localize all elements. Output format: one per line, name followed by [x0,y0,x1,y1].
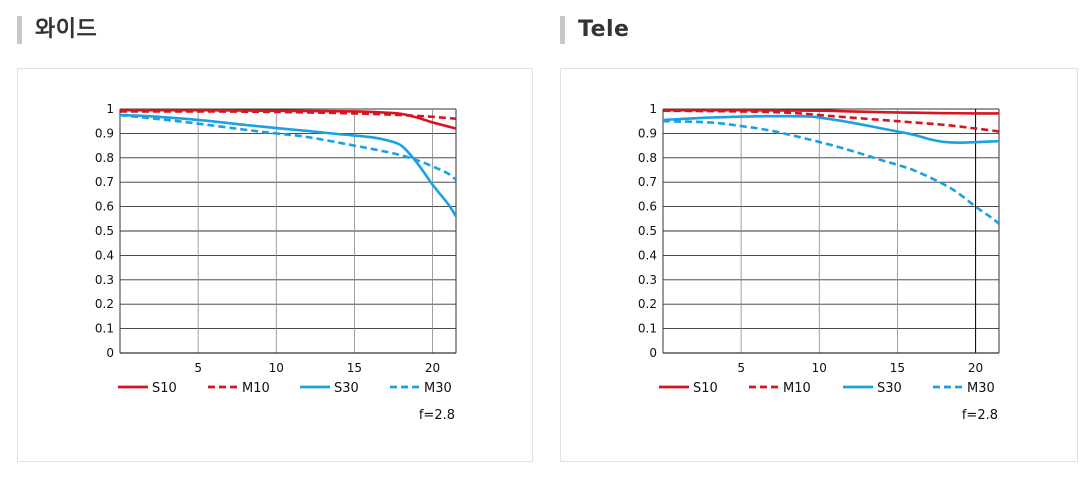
y-tick-label: 0.3 [95,273,114,287]
chart-panel-tele: Tele 0 0.1 0.2 0.3 0.4 0.5 0.6 0.7 0.8 0.9 1 5 10 15 2… [543,0,1092,479]
y-tick-label: 0.1 [638,322,657,336]
y-tick-label: 0.2 [638,297,657,311]
series-line-s30 [663,114,999,144]
aperture-note: f=2.8 [962,408,998,423]
y-tick-label: 0.5 [638,224,657,238]
y-tick-label: 0.8 [638,151,657,165]
x-tick-label: 5 [194,361,202,375]
y-tick-label: 0 [106,346,114,360]
series-line-s30 [120,113,456,218]
title-accent-bar [17,16,22,44]
aperture-note: f=2.8 [419,408,455,423]
y-tick-label: 1 [106,102,114,116]
title-accent-bar [560,16,565,44]
chart-panel-wide: 와이드 0 0.1 0.2 0.3 0.4 0.5 0.6 0.7 0.8 0.9 1 5 10 15 20… [17,16,533,462]
chart-title: 와이드 [35,17,98,42]
y-tick-label: 0.3 [638,273,657,287]
y-tick-label: 0.2 [95,297,114,311]
legend-label-m30: M30 [967,381,995,396]
series-line-s10 [663,108,999,115]
legend-label-m10: M10 [783,381,811,396]
y-tick-label: 0.9 [95,126,114,140]
y-tick-label: 0.7 [638,175,657,189]
y-tick-label: 0.8 [95,151,114,165]
x-tick-label: 15 [347,361,362,375]
series-line-m10 [120,110,456,121]
y-tick-label: 0.4 [95,248,114,262]
series-line-m10 [663,109,999,133]
y-tick-label: 0.5 [95,224,114,238]
x-tick-label: 20 [968,361,983,375]
chart-frame: 0 0.1 0.2 0.3 0.4 0.5 0.6 0.7 0.8 0.9 1 5 10 15 20 S10 M… [17,68,533,462]
y-tick-label: 1 [649,102,657,116]
x-tick-label: 20 [425,361,440,375]
chart-title: Tele [578,17,630,42]
legend-label-s10: S10 [152,381,177,396]
legend-label-m10: M10 [242,381,270,396]
series-line-m30 [120,113,456,181]
x-tick-label: 5 [737,361,745,375]
y-tick-label: 0.9 [638,126,657,140]
y-tick-label: 0.6 [638,200,657,214]
y-tick-label: 0.7 [95,175,114,189]
legend-label-s30: S30 [877,381,902,396]
y-tick-label: 0 [649,346,657,360]
chart-frame: 0 0.1 0.2 0.3 0.4 0.5 0.6 0.7 0.8 0.9 1 5 10 15 20 S10 M… [560,68,1078,462]
x-tick-label: 10 [812,361,827,375]
x-tick-label: 10 [269,361,284,375]
legend-label-s30: S30 [334,381,359,396]
y-tick-label: 0.4 [638,248,657,262]
legend-label-s10: S10 [693,381,718,396]
legend-label-m30: M30 [424,381,452,396]
x-tick-label: 15 [890,361,905,375]
series-line-m30 [663,119,999,225]
y-tick-label: 0.1 [95,322,114,336]
y-tick-label: 0.6 [95,200,114,214]
